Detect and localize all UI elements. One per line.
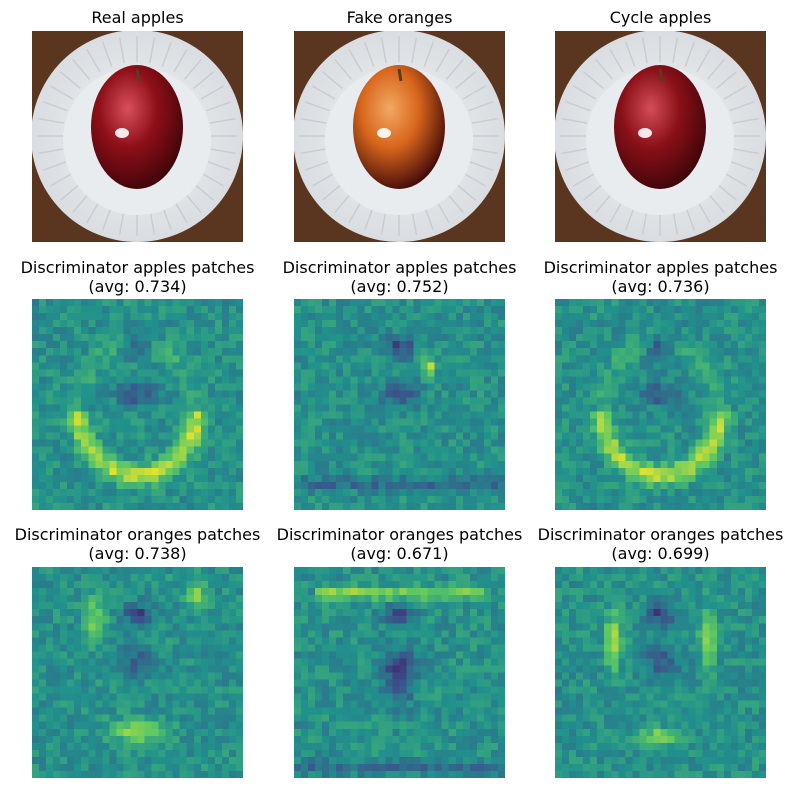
oranges-patch-heatmap	[294, 567, 505, 778]
apples-patch-heatmap	[32, 299, 243, 510]
panel-title-line1: Discriminator apples patches	[282, 258, 517, 277]
panel-title-line1: Discriminator oranges patches	[276, 525, 523, 544]
apples-patch-heatmap	[555, 299, 766, 510]
oranges-patch-heatmap	[555, 567, 766, 778]
panel-title: Cycle apples	[609, 8, 712, 27]
panel-title-avg: (avg: 0.699)	[611, 544, 710, 563]
photo-drawing	[294, 31, 505, 242]
panel-title-line1: Discriminator oranges patches	[537, 525, 784, 544]
panel-title-avg: (avg: 0.734)	[88, 277, 187, 296]
panel-title-avg: (avg: 0.752)	[350, 277, 449, 296]
apples-patch-heatmap	[294, 299, 505, 510]
panel-title-avg: (avg: 0.736)	[611, 277, 710, 296]
cycle-apple-image	[555, 31, 766, 242]
panel-title-line1: Discriminator apples patches	[543, 258, 778, 277]
fake-orange-image	[294, 31, 505, 242]
real-apple-image	[32, 31, 243, 242]
photo-drawing	[555, 31, 766, 242]
panel-title-avg: (avg: 0.738)	[88, 544, 187, 563]
panel-title-line1: Discriminator oranges patches	[14, 525, 261, 544]
panel-title: Real apples	[91, 8, 184, 27]
panel-title: Fake oranges	[346, 8, 453, 27]
photo-drawing	[32, 31, 243, 242]
oranges-patch-heatmap	[32, 567, 243, 778]
panel-title-line1: Discriminator apples patches	[20, 258, 255, 277]
panel-title-avg: (avg: 0.671)	[350, 544, 449, 563]
